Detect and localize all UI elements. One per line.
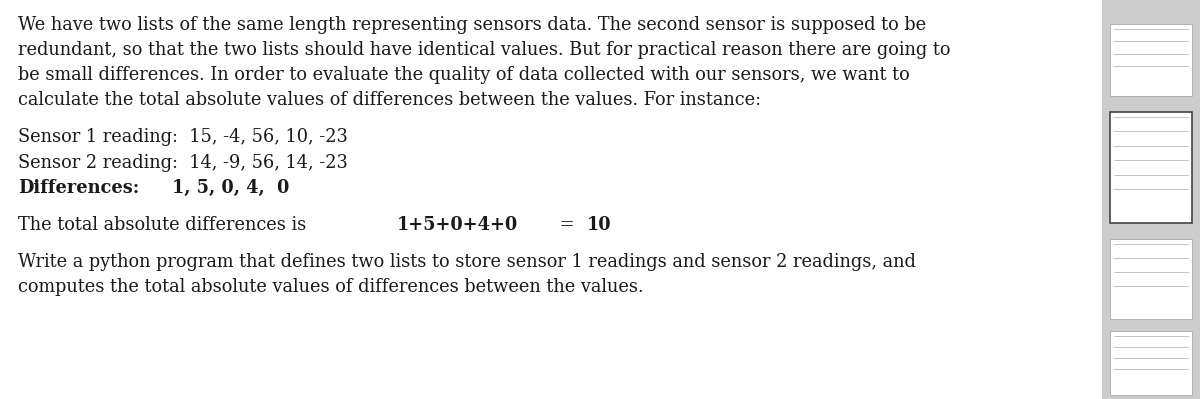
Text: Sensor 1 reading:  15, -4, 56, 10, -23: Sensor 1 reading: 15, -4, 56, 10, -23: [18, 128, 348, 146]
Text: 1+5+0+4+0: 1+5+0+4+0: [397, 216, 518, 234]
Text: =: =: [553, 216, 580, 234]
Text: calculate the total absolute values of differences between the values. For insta: calculate the total absolute values of d…: [18, 91, 761, 109]
Text: Differences:: Differences:: [18, 179, 139, 197]
Text: 1, 5, 0, 4,  0: 1, 5, 0, 4, 0: [172, 179, 289, 197]
Bar: [1110, 239, 1192, 319]
Bar: [1110, 112, 1192, 223]
Bar: [1110, 331, 1192, 395]
Text: Sensor 2 reading:  14, -9, 56, 14, -23: Sensor 2 reading: 14, -9, 56, 14, -23: [18, 154, 348, 172]
Bar: [1102, 0, 1200, 399]
Text: computes the total absolute values of differences between the values.: computes the total absolute values of di…: [18, 278, 643, 296]
Text: 10: 10: [587, 216, 612, 234]
Text: We have two lists of the same length representing sensors data. The second senso: We have two lists of the same length rep…: [18, 16, 926, 34]
Text: Write a python program that defines two lists to store sensor 1 readings and sen: Write a python program that defines two …: [18, 253, 916, 271]
Bar: [1110, 24, 1192, 96]
Text: be small differences. In order to evaluate the quality of data collected with ou: be small differences. In order to evalua…: [18, 66, 910, 84]
Text: redundant, so that the two lists should have identical values. But for practical: redundant, so that the two lists should …: [18, 41, 950, 59]
Text: The total absolute differences is: The total absolute differences is: [18, 216, 312, 234]
